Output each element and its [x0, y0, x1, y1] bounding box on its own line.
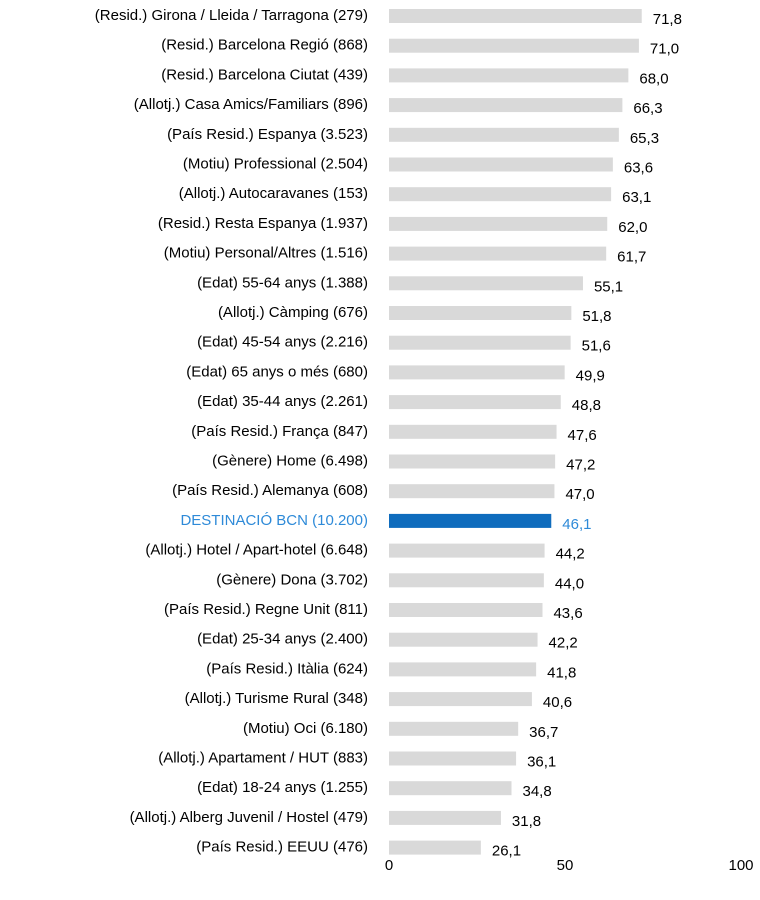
category-label: (Edat) 65 anys o més (680) — [186, 363, 368, 380]
value-label: 55,1 — [594, 278, 623, 295]
category-label: (Resid.) Resta Espanya (1.937) — [158, 215, 368, 232]
bar — [389, 68, 629, 83]
value-label: 43,6 — [553, 605, 582, 622]
value-label: 51,6 — [582, 338, 611, 355]
bar — [389, 187, 612, 202]
bar — [389, 632, 538, 647]
category-label: (Allotj.) Apartament / HUT (883) — [158, 749, 368, 766]
value-label: 36,7 — [529, 724, 558, 741]
value-label: 61,7 — [617, 249, 646, 266]
bar — [389, 573, 544, 588]
value-label: 62,0 — [618, 219, 647, 236]
category-label: (País Resid.) Regne Unit (811) — [164, 601, 368, 618]
bar — [389, 721, 519, 736]
bar — [389, 692, 532, 707]
category-label: (Edat) 18-24 anys (1.255) — [197, 779, 368, 796]
bar — [389, 603, 543, 617]
bar — [389, 484, 555, 499]
value-label: 42,2 — [549, 635, 578, 652]
category-label: (Edat) 25-34 anys (2.400) — [197, 631, 368, 648]
value-label: 48,8 — [572, 397, 601, 414]
bar — [389, 513, 552, 528]
value-label: 36,1 — [527, 753, 556, 770]
bar — [389, 454, 556, 469]
category-label: (País Resid.) França (847) — [191, 423, 368, 440]
value-label: 71,8 — [653, 11, 682, 28]
category-label: (País Resid.) Itàlia (624) — [206, 660, 368, 677]
bar — [389, 365, 565, 380]
value-label: 26,1 — [492, 843, 521, 860]
category-label: (Edat) 35-44 anys (2.261) — [197, 393, 368, 410]
bar — [389, 38, 639, 53]
value-label: 34,8 — [522, 783, 551, 800]
value-label: 63,1 — [622, 189, 651, 206]
category-label: (Allotj.) Hotel / Apart-hotel (6.648) — [145, 542, 368, 559]
category-label: (Allotj.) Turisme Rural (348) — [185, 690, 368, 707]
category-label: (Gènere) Dona (3.702) — [216, 571, 368, 588]
value-label: 71,0 — [650, 41, 679, 58]
bar — [389, 216, 608, 231]
category-label: (Edat) 45-54 anys (2.216) — [197, 334, 368, 351]
category-label: DESTINACIÓ BCN (10.200) — [180, 512, 368, 529]
value-label: 47,2 — [566, 456, 595, 473]
category-label: (Resid.) Barcelona Regió (868) — [161, 37, 368, 54]
value-label: 63,6 — [624, 159, 653, 176]
bar — [389, 751, 517, 766]
bar — [389, 335, 571, 350]
category-label: (Resid.) Barcelona Ciutat (439) — [161, 66, 368, 83]
value-label: 40,6 — [543, 694, 572, 711]
x-tick-label: 50 — [557, 857, 574, 874]
value-label: 66,3 — [633, 100, 662, 117]
category-label: (Allotj.) Autocaravanes (153) — [179, 185, 368, 202]
category-label: (Motiu) Oci (6.180) — [243, 720, 368, 737]
bar — [389, 662, 537, 677]
category-label: (País Resid.) Alemanya (608) — [172, 482, 368, 499]
bar — [389, 276, 583, 291]
x-tick-label: 100 — [728, 857, 753, 874]
value-label: 44,2 — [556, 546, 585, 563]
bar — [389, 543, 545, 558]
value-label: 65,3 — [630, 130, 659, 147]
value-label: 47,6 — [568, 427, 597, 444]
bar — [389, 781, 512, 796]
bar — [389, 9, 642, 23]
value-label: 49,9 — [576, 367, 605, 384]
value-label: 44,0 — [555, 575, 584, 592]
value-label: 46,1 — [562, 516, 591, 533]
category-label: (Motiu) Personal/Altres (1.516) — [164, 245, 368, 262]
bar — [389, 306, 572, 320]
bar — [389, 127, 619, 142]
value-label: 47,0 — [565, 486, 594, 503]
category-label: (Edat) 55-64 anys (1.388) — [197, 274, 368, 291]
value-label: 41,8 — [547, 664, 576, 681]
bar — [389, 840, 481, 855]
category-label: (Allotj.) Casa Amics/Familiars (896) — [134, 96, 368, 113]
bar — [389, 810, 501, 825]
category-label: (Resid.) Girona / Lleida / Tarragona (27… — [95, 7, 368, 24]
value-label: 31,8 — [512, 813, 541, 830]
x-tick-label: 0 — [385, 857, 393, 874]
category-label: (País Resid.) EEUU (476) — [196, 839, 368, 856]
value-label: 68,0 — [639, 70, 668, 87]
bar — [389, 98, 623, 113]
category-label: (País Resid.) Espanya (3.523) — [167, 126, 368, 143]
category-label: (Motiu) Professional (2.504) — [183, 155, 368, 172]
value-label: 51,8 — [582, 308, 611, 325]
bar — [389, 157, 613, 172]
category-label: (Allotj.) Alberg Juvenil / Hostel (479) — [130, 809, 368, 826]
category-label: (Gènere) Home (6.498) — [212, 452, 368, 469]
bar — [389, 424, 557, 439]
bar — [389, 246, 607, 261]
category-label: (Allotj.) Càmping (676) — [218, 304, 368, 321]
bar — [389, 395, 561, 410]
